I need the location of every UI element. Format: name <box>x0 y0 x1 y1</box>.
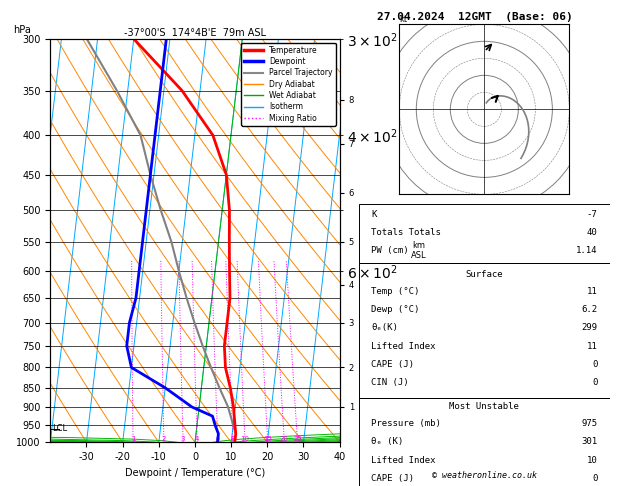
Text: CAPE (J): CAPE (J) <box>371 360 414 369</box>
Text: 2: 2 <box>162 436 166 442</box>
Text: Dewp (°C): Dewp (°C) <box>371 305 420 314</box>
Text: Most Unstable: Most Unstable <box>449 402 520 412</box>
Text: 299: 299 <box>581 324 598 332</box>
Text: 11: 11 <box>587 287 598 296</box>
Text: hPa: hPa <box>13 25 31 35</box>
Text: CIN (J): CIN (J) <box>371 379 409 387</box>
Text: Totals Totals: Totals Totals <box>371 228 441 237</box>
Text: © weatheronline.co.uk: © weatheronline.co.uk <box>432 471 537 480</box>
Text: θₑ(K): θₑ(K) <box>371 324 398 332</box>
Text: 975: 975 <box>581 419 598 428</box>
Text: -7: -7 <box>587 210 598 219</box>
Text: Lifted Index: Lifted Index <box>371 342 436 351</box>
Text: θₑ (K): θₑ (K) <box>371 437 403 446</box>
Text: 10: 10 <box>587 455 598 465</box>
Text: 1.14: 1.14 <box>576 246 598 256</box>
Text: 6.2: 6.2 <box>581 305 598 314</box>
Text: 40: 40 <box>587 228 598 237</box>
Text: 3: 3 <box>181 436 186 442</box>
Legend: Temperature, Dewpoint, Parcel Trajectory, Dry Adiabat, Wet Adiabat, Isotherm, Mi: Temperature, Dewpoint, Parcel Trajectory… <box>241 43 336 125</box>
Text: kt: kt <box>399 15 408 24</box>
Text: Surface: Surface <box>465 270 503 279</box>
Text: 0: 0 <box>592 360 598 369</box>
Text: 6: 6 <box>216 436 220 442</box>
Text: LCL: LCL <box>52 424 67 433</box>
Text: 1: 1 <box>131 436 135 442</box>
Text: Lifted Index: Lifted Index <box>371 455 436 465</box>
Text: 4: 4 <box>195 436 199 442</box>
Text: 20: 20 <box>280 436 289 442</box>
Text: 11: 11 <box>587 342 598 351</box>
Text: K: K <box>371 210 377 219</box>
Text: CAPE (J): CAPE (J) <box>371 474 414 483</box>
Text: PW (cm): PW (cm) <box>371 246 409 256</box>
Text: 10: 10 <box>241 436 250 442</box>
Title: -37°00'S  174°4B'E  79m ASL: -37°00'S 174°4B'E 79m ASL <box>124 28 266 38</box>
Text: Pressure (mb): Pressure (mb) <box>371 419 441 428</box>
Text: 15: 15 <box>264 436 272 442</box>
X-axis label: Dewpoint / Temperature (°C): Dewpoint / Temperature (°C) <box>125 468 265 478</box>
Text: 27.04.2024  12GMT  (Base: 06): 27.04.2024 12GMT (Base: 06) <box>377 12 573 22</box>
Text: 25: 25 <box>293 436 302 442</box>
Text: 8: 8 <box>231 436 235 442</box>
Y-axis label: km
ASL: km ASL <box>411 241 426 260</box>
Text: 301: 301 <box>581 437 598 446</box>
Text: Temp (°C): Temp (°C) <box>371 287 420 296</box>
Text: 0: 0 <box>592 474 598 483</box>
Text: 0: 0 <box>592 379 598 387</box>
